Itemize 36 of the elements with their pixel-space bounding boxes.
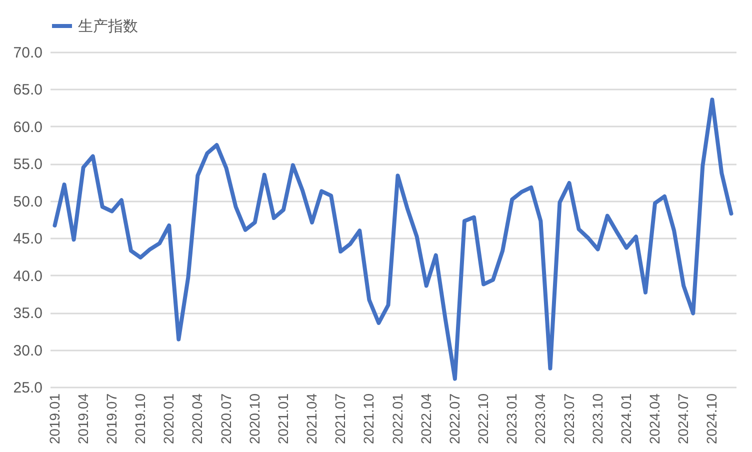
- x-tick-label: 2023.07: [560, 393, 577, 444]
- y-tick-label: 50.0: [13, 193, 42, 210]
- x-tick-label: 2023.10: [589, 393, 606, 444]
- y-tick-label: 60.0: [13, 118, 42, 136]
- y-tick-label: 40.0: [13, 268, 42, 285]
- x-tick-label: 2019.07: [103, 393, 120, 444]
- x-tick-label: 2022.07: [446, 393, 462, 444]
- x-tick-label: 2024.01: [618, 393, 634, 444]
- x-tick-label: 2022.10: [475, 393, 492, 444]
- x-tick-label: 2021.04: [304, 393, 320, 444]
- y-tick-label: 30.0: [13, 342, 42, 360]
- x-tick-label: 2019.10: [132, 393, 148, 444]
- y-tick-label: 65.0: [13, 82, 42, 99]
- x-tick-label: 2024.10: [704, 393, 720, 444]
- x-tick-label: 2020.01: [160, 393, 177, 444]
- x-tick-label: 2021.07: [332, 393, 348, 444]
- y-tick-label: 35.0: [13, 305, 42, 322]
- y-tick-label: 25.0: [13, 380, 42, 396]
- y-tick-label: 45.0: [13, 230, 42, 248]
- y-tick-label: 55.0: [13, 156, 42, 174]
- x-tick-label: 2023.01: [504, 393, 520, 444]
- x-tick-label: 2023.04: [532, 393, 548, 444]
- x-tick-label: 2021.01: [274, 393, 291, 444]
- x-tick-label: 2020.10: [246, 393, 262, 444]
- x-tick-label: 2020.04: [189, 393, 206, 444]
- x-tick-label: 2020.07: [218, 393, 234, 444]
- x-tick-label: 2022.04: [418, 393, 434, 444]
- line-series: [52, 98, 734, 381]
- x-tick-label: 2019.01: [46, 393, 62, 444]
- x-tick-label: 2024.07: [675, 393, 692, 444]
- x-tick-label: 2022.01: [389, 393, 406, 444]
- legend-label: 生产指数: [78, 18, 138, 35]
- y-tick-label: 70.0: [13, 44, 42, 62]
- x-tick-label: 2024.04: [646, 393, 663, 444]
- x-tick-label: 2019.04: [74, 393, 91, 444]
- x-tick-label: 2021.10: [360, 393, 377, 444]
